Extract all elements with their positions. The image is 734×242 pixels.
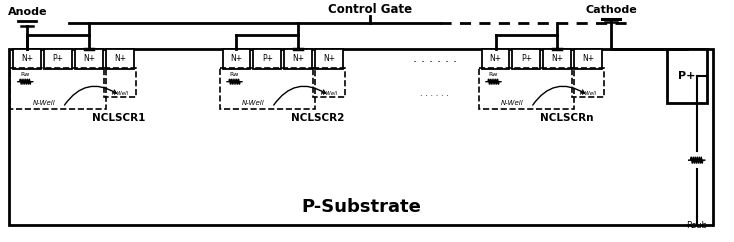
Bar: [284, 49, 312, 69]
Text: N+: N+: [582, 54, 595, 63]
Text: N-Well: N-Well: [241, 100, 264, 106]
Bar: [667, 49, 707, 103]
Bar: [219, 68, 315, 109]
Text: N+: N+: [292, 54, 305, 63]
Text: N-Well: N-Well: [112, 91, 128, 96]
Text: N+: N+: [83, 54, 95, 63]
Bar: [315, 49, 343, 69]
Bar: [512, 49, 540, 69]
Text: Cathode: Cathode: [585, 5, 637, 15]
Text: Rw: Rw: [489, 72, 498, 77]
Bar: [479, 68, 574, 109]
Bar: [543, 49, 571, 69]
Text: NCLSCRn: NCLSCRn: [540, 113, 594, 123]
Text: P+: P+: [678, 71, 696, 81]
Text: NCLSCR2: NCLSCR2: [291, 113, 345, 123]
Bar: [44, 49, 72, 69]
Text: N+: N+: [490, 54, 501, 63]
Bar: [313, 68, 345, 98]
Text: N-Well: N-Well: [321, 91, 338, 96]
Bar: [13, 49, 41, 69]
Text: N-Well: N-Well: [32, 100, 55, 106]
Text: P+: P+: [53, 54, 64, 63]
Text: . . . . . .: . . . . . .: [421, 89, 449, 98]
Text: NCLSCR1: NCLSCR1: [92, 113, 145, 123]
FancyArrowPatch shape: [533, 86, 584, 105]
Bar: [10, 49, 713, 225]
FancyArrowPatch shape: [274, 86, 325, 105]
Bar: [574, 49, 602, 69]
Bar: [482, 49, 509, 69]
Text: N+: N+: [21, 54, 33, 63]
Text: N+: N+: [323, 54, 335, 63]
Bar: [75, 49, 103, 69]
Text: Rw: Rw: [230, 72, 239, 77]
FancyArrowPatch shape: [65, 86, 116, 105]
Text: P+: P+: [521, 54, 532, 63]
Text: Rw: Rw: [21, 72, 30, 77]
Bar: [106, 49, 134, 69]
Text: Anode: Anode: [7, 7, 47, 17]
Text: . . . . . .: . . . . . .: [413, 53, 457, 66]
Bar: [10, 68, 106, 109]
Bar: [573, 68, 604, 98]
Text: N+: N+: [114, 54, 126, 63]
Text: N-Well: N-Well: [501, 100, 523, 106]
Text: N+: N+: [551, 54, 563, 63]
Text: P+: P+: [262, 54, 273, 63]
Bar: [253, 49, 281, 69]
Bar: [222, 49, 250, 69]
Text: N-Well: N-Well: [580, 91, 597, 96]
Text: Rsub: Rsub: [686, 221, 708, 230]
Text: N+: N+: [230, 54, 242, 63]
Bar: [104, 68, 136, 98]
Text: P-Substrate: P-Substrate: [301, 198, 421, 216]
Text: Control Gate: Control Gate: [328, 3, 412, 16]
